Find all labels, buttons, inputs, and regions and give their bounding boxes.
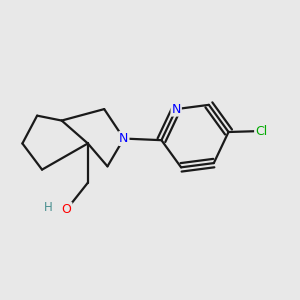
Text: Cl: Cl <box>255 124 267 137</box>
Text: N: N <box>119 132 128 145</box>
Text: H: H <box>44 201 53 214</box>
Text: N: N <box>172 103 181 116</box>
Text: O: O <box>61 203 71 216</box>
